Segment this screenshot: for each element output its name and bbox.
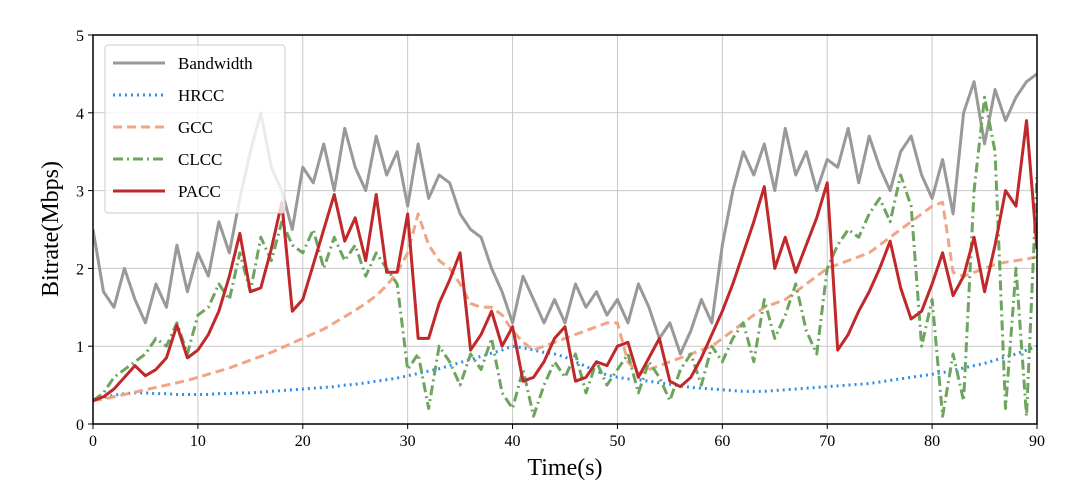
- legend-label: PACC: [178, 182, 221, 201]
- x-tick-label: 10: [190, 433, 206, 450]
- y-axis-label: Bitrate(Mbps): [38, 161, 64, 297]
- x-tick-label: 30: [400, 433, 416, 450]
- x-tick-label: 80: [924, 433, 940, 450]
- x-tick-label: 20: [295, 433, 311, 450]
- legend-label: GCC: [178, 118, 213, 137]
- legend-label: HRCC: [178, 86, 224, 105]
- series-line: [93, 200, 1037, 403]
- legend-label: CLCC: [178, 150, 222, 169]
- y-tick-label: 3: [76, 184, 84, 201]
- x-tick-label: 90: [1029, 433, 1045, 450]
- series-line: [93, 119, 1037, 403]
- legend: Bandwidth HRCC GCC CLCC PACC: [104, 44, 286, 214]
- series-line: [93, 344, 1037, 403]
- y-tick-label: 5: [76, 28, 84, 45]
- y-tick-label: 4: [76, 106, 84, 123]
- legend-label: Bandwidth: [178, 54, 253, 73]
- x-tick-label: 70: [819, 433, 835, 450]
- x-tick-label: 40: [505, 433, 521, 450]
- y-tick-label: 2: [76, 261, 84, 278]
- axes: 0 10 20 30 40 50 60 70 80 90 0 1 2 3 4 5: [76, 28, 1045, 450]
- y-tick-label: 0: [76, 417, 84, 434]
- x-tick-label: 0: [89, 433, 97, 450]
- x-tick-label: 50: [609, 433, 625, 450]
- x-tick-label: 60: [714, 433, 730, 450]
- x-axis-label: Time(s): [527, 455, 602, 481]
- plot-frame: [92, 34, 1038, 425]
- legend-box: [104, 44, 286, 214]
- y-tick-label: 1: [76, 339, 84, 356]
